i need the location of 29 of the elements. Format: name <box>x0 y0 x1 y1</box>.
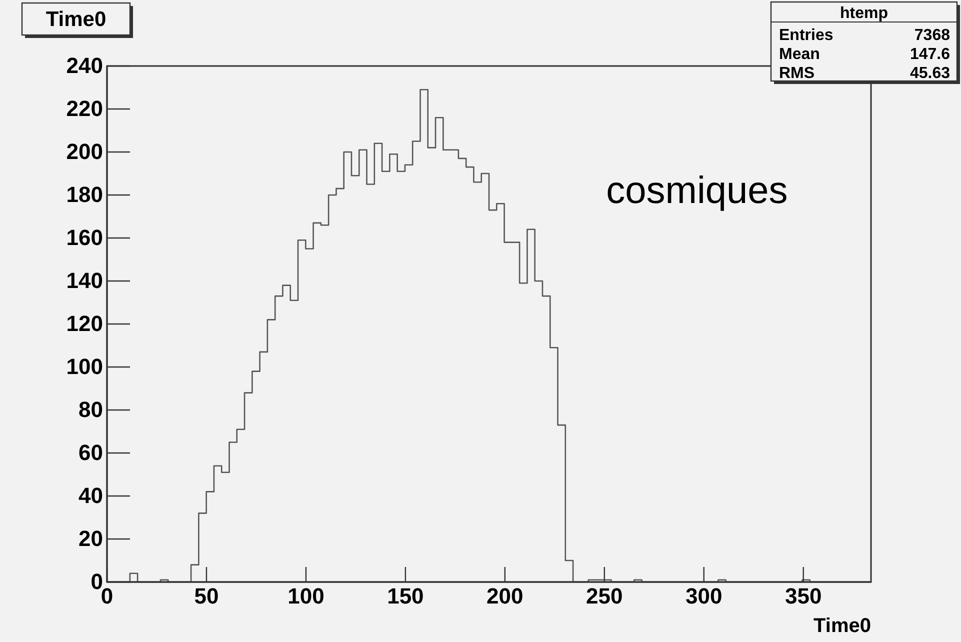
text: Mean <box>779 46 820 63</box>
y-tick-label: 20 <box>78 526 103 552</box>
x-tick-label: 250 <box>586 584 623 609</box>
x-tick-label: 300 <box>686 584 722 609</box>
text: 45.63 <box>910 65 950 82</box>
chart-title: Time0 <box>46 8 106 31</box>
y-tick-label: 80 <box>78 397 103 422</box>
annotation: cosmiques <box>606 170 788 212</box>
x-tick-label: 350 <box>784 584 822 609</box>
y-tick-label: 140 <box>66 268 103 294</box>
x-tick-label: 200 <box>486 584 524 609</box>
y-tick-label: 40 <box>78 483 103 508</box>
y-tick-label: 200 <box>66 139 103 164</box>
x-axis-title: Time0 <box>814 615 871 637</box>
text: 7368 <box>914 27 950 44</box>
text: 147.6 <box>910 46 950 63</box>
y-tick-label: 160 <box>66 225 103 250</box>
y-tick-label: 120 <box>66 311 103 336</box>
y-tick-label: 60 <box>78 440 103 466</box>
y-tick-label: 220 <box>66 96 103 122</box>
text: Entries <box>779 27 834 44</box>
text: htemp <box>840 5 888 22</box>
y-tick-label: 100 <box>66 354 103 380</box>
y-tick-label: 180 <box>66 182 103 208</box>
x-tick-label: 150 <box>387 584 424 609</box>
y-tick-label: 240 <box>66 53 103 78</box>
x-tick-label: 50 <box>194 584 219 609</box>
annotation: RMS <box>779 65 815 82</box>
x-tick-label: 100 <box>288 584 324 609</box>
